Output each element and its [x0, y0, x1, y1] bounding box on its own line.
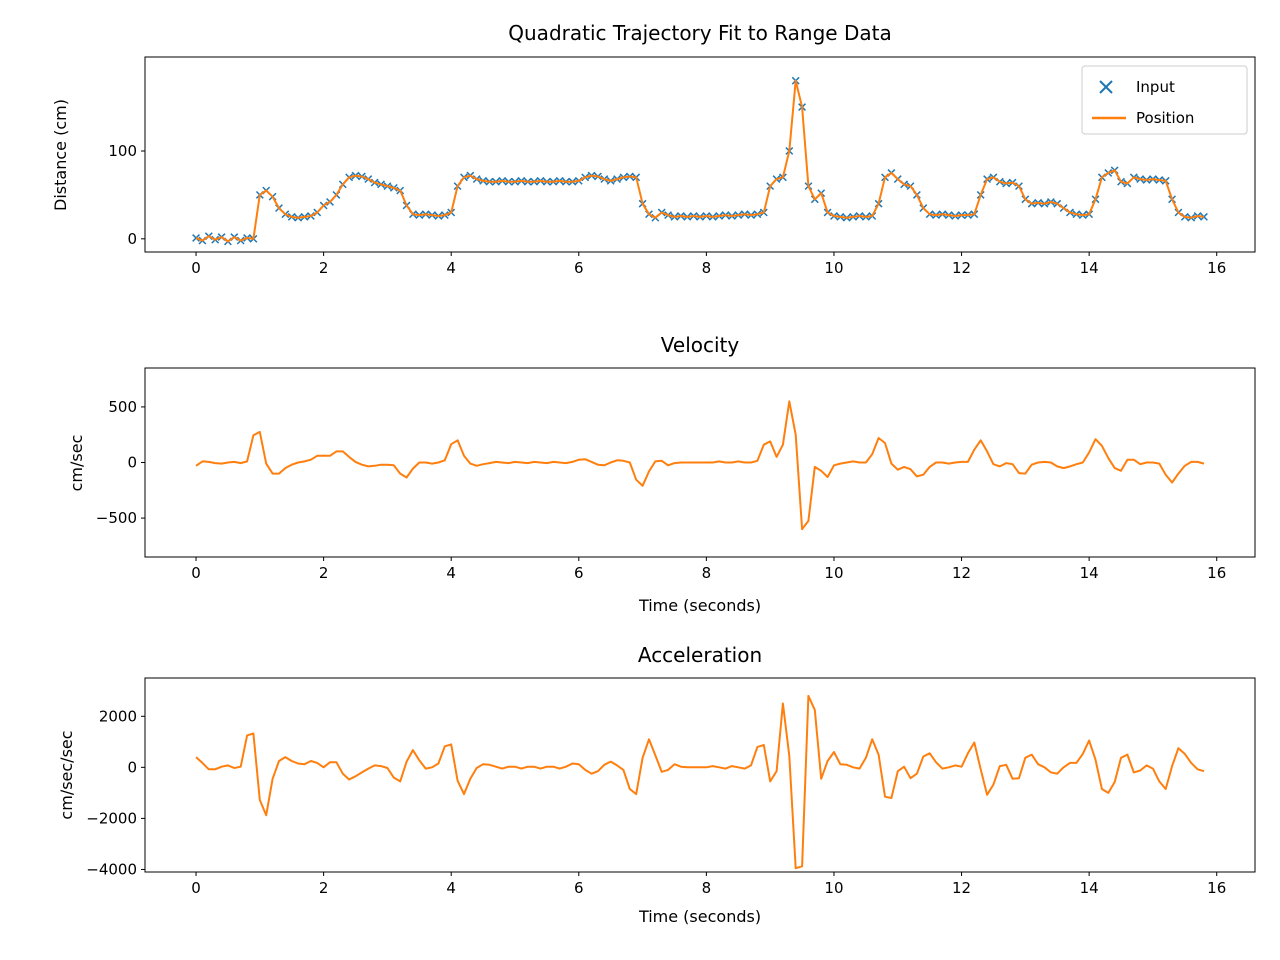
y-tick-label: 500	[108, 398, 137, 416]
x-tick-label: 16	[1207, 564, 1226, 582]
x-tick-label: 2	[319, 564, 329, 582]
x-tick-label: 4	[446, 879, 456, 897]
subplot-3: 0 2 4 6 8 10 12 14 16 −4000 −2000 0 2000	[86, 677, 1256, 897]
y-tick-label: 0	[127, 454, 137, 472]
x-tick-label: 0	[191, 259, 201, 277]
legend-input-label: Input	[1136, 78, 1175, 96]
y-tick-label: 0	[127, 230, 137, 248]
x-tick-label: 14	[1080, 259, 1099, 277]
x-tick-label: 12	[952, 259, 971, 277]
chart3-ylabel: cm/sec/sec	[57, 730, 76, 819]
input-markers	[192, 76, 1208, 246]
x-tick-label: 14	[1080, 879, 1099, 897]
x-tick-label: 4	[446, 564, 456, 582]
x-tick-label: 10	[824, 259, 843, 277]
y-tick-label: −2000	[86, 809, 137, 827]
chart2-ylabel: cm/sec	[67, 435, 86, 492]
axes-frame	[144, 677, 1256, 873]
x-tick-label: 8	[702, 879, 712, 897]
y-tick-label: 100	[108, 142, 137, 160]
x-tick-label: 0	[191, 564, 201, 582]
x-tick-label: 16	[1207, 259, 1226, 277]
x-tick-label: 6	[574, 564, 584, 582]
y-tick-label: −500	[96, 509, 137, 527]
x-tick-label: 10	[824, 879, 843, 897]
axes-frame	[144, 367, 1256, 558]
subplot-2: 0 2 4 6 8 10 12 14 16 −500 0 500	[96, 367, 1256, 582]
legend-position-label: Position	[1136, 109, 1194, 127]
chart3-title: Acceleration	[638, 643, 762, 667]
x-tick-label: 10	[824, 564, 843, 582]
acceleration-line	[195, 694, 1205, 870]
chart2-xlabel: Time (seconds)	[638, 596, 761, 615]
chart3-xlabel: Time (seconds)	[638, 907, 761, 926]
legend: Input Position	[1081, 65, 1248, 135]
x-tick-label: 2	[319, 259, 329, 277]
legend-input-x-icon	[1099, 80, 1113, 94]
x-tick-label: 6	[574, 259, 584, 277]
chart2-title: Velocity	[661, 333, 740, 357]
y-tick-label: 2000	[99, 707, 137, 725]
subplot-1: 0 2 4 6 8 10 12 14 16 0 100	[108, 56, 1256, 277]
x-tick-label: 16	[1207, 879, 1226, 897]
y-tick-label: 0	[127, 758, 137, 776]
chart1-ylabel: Distance (cm)	[51, 99, 70, 211]
position-line	[195, 79, 1205, 243]
velocity-line	[195, 400, 1205, 531]
x-tick-label: 12	[952, 879, 971, 897]
y-tick-label: −4000	[86, 860, 137, 878]
x-tick-label: 8	[702, 259, 712, 277]
x-tick-label: 14	[1080, 564, 1099, 582]
x-tick-label: 4	[446, 259, 456, 277]
axes-frame	[144, 56, 1256, 253]
chart1-title: Quadratic Trajectory Fit to Range Data	[508, 21, 891, 45]
x-tick-label: 0	[191, 879, 201, 897]
x-tick-label: 2	[319, 879, 329, 897]
x-tick-label: 12	[952, 564, 971, 582]
x-tick-label: 6	[574, 879, 584, 897]
x-tick-label: 8	[702, 564, 712, 582]
